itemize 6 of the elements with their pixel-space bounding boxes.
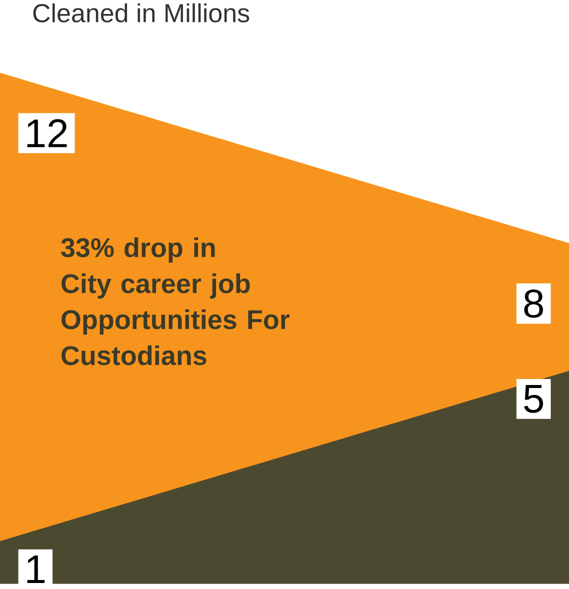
data-label: 1 xyxy=(27,555,45,583)
chart-title: Cleaned in Millions xyxy=(33,3,250,22)
data-label: 5 xyxy=(524,384,544,413)
data-label: 8 xyxy=(524,289,543,318)
data-label: 12 xyxy=(27,119,67,148)
annotation: 33% drop in City career job Opportunities For Custodians xyxy=(61,237,290,366)
